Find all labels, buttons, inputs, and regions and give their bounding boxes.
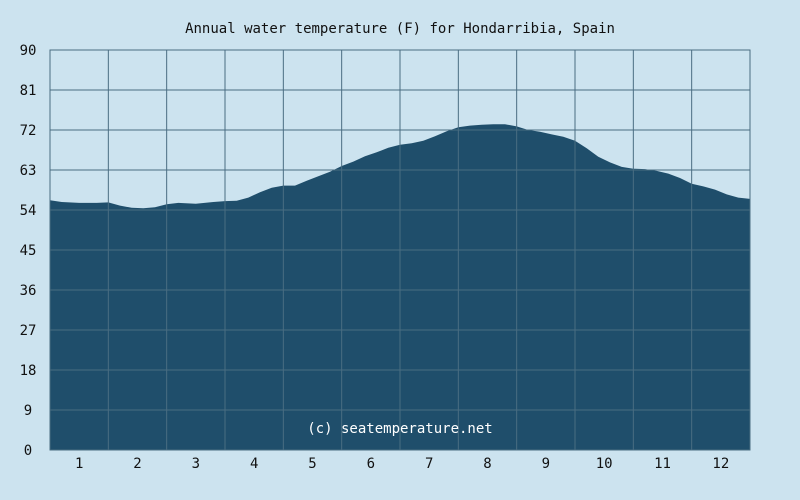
x-tick-label: 10 (596, 456, 613, 472)
x-tick-label: 7 (425, 456, 433, 472)
grid-lines (49, 49, 751, 451)
x-tick-label: 1 (75, 456, 83, 472)
y-tick-label: 45 (20, 243, 37, 259)
y-tick-label: 27 (20, 323, 37, 339)
x-tick-label: 9 (542, 456, 550, 472)
y-tick-label: 63 (20, 163, 37, 179)
x-tick-label: 11 (654, 456, 671, 472)
x-axis-ticks: 1 2 3 4 5 6 7 8 9 10 11 12 (75, 456, 729, 472)
y-tick-label: 0 (24, 443, 32, 459)
x-tick-label: 12 (712, 456, 729, 472)
y-axis-ticks: 0 9 18 27 36 45 54 63 72 81 90 (20, 43, 37, 459)
y-tick-label: 81 (20, 83, 37, 99)
x-tick-label: 6 (367, 456, 375, 472)
y-tick-label: 9 (24, 403, 32, 419)
x-tick-label: 8 (483, 456, 491, 472)
x-tick-label: 5 (308, 456, 316, 472)
x-tick-label: 3 (192, 456, 200, 472)
x-tick-label: 4 (250, 456, 258, 472)
y-tick-label: 36 (20, 283, 37, 299)
watermark: (c) seatemperature.net (307, 421, 492, 437)
y-tick-label: 72 (20, 123, 37, 139)
y-tick-label: 54 (20, 203, 37, 219)
plot-frame (49, 49, 751, 451)
y-tick-label: 90 (20, 43, 37, 59)
y-tick-label: 18 (20, 363, 37, 379)
x-tick-label: 2 (133, 456, 141, 472)
chart-title: Annual water temperature (F) for Hondarr… (185, 21, 615, 37)
